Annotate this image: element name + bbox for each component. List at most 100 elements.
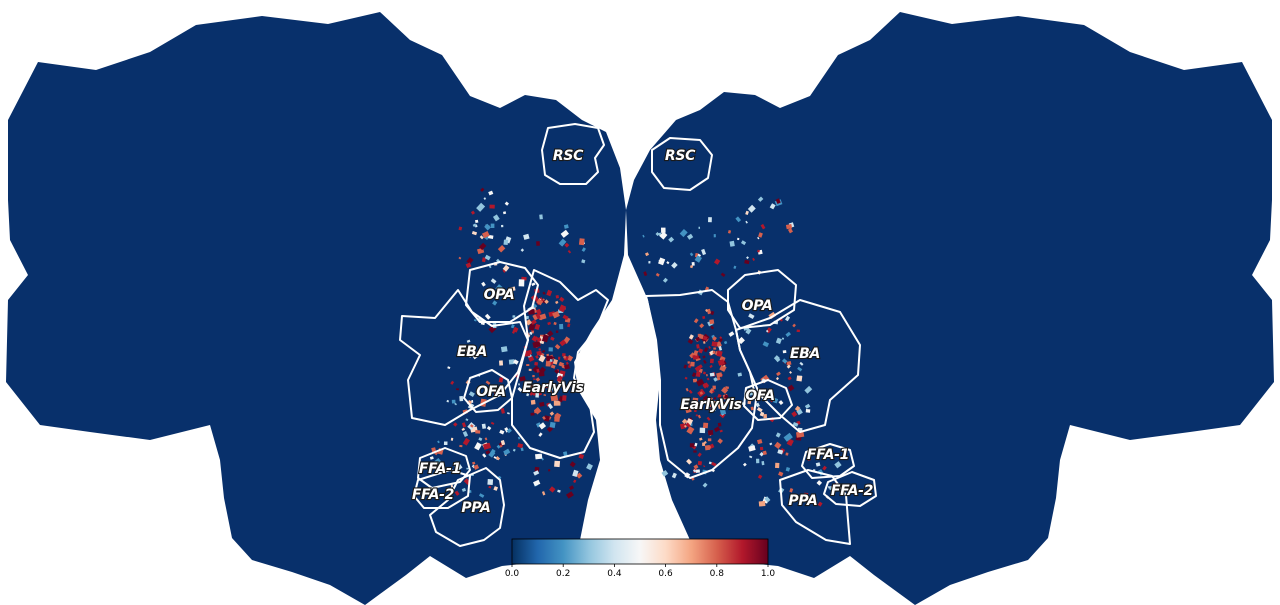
activation-voxel xyxy=(547,321,552,326)
activation-voxel xyxy=(698,348,704,354)
activation-voxel xyxy=(710,310,715,316)
activation-voxel xyxy=(773,355,780,362)
activation-voxel xyxy=(548,347,553,352)
activation-voxel xyxy=(488,190,494,196)
activation-voxel xyxy=(775,432,781,438)
activation-voxel xyxy=(555,294,559,299)
right-activation-voxels xyxy=(642,196,842,507)
activation-voxel xyxy=(757,474,763,479)
activation-voxel xyxy=(466,467,469,470)
activation-voxel xyxy=(712,350,716,354)
activation-voxel xyxy=(581,247,586,252)
activation-voxel xyxy=(534,323,541,331)
activation-voxel xyxy=(769,398,774,403)
activation-voxel xyxy=(518,279,525,287)
activation-voxel xyxy=(721,386,729,394)
activation-voxel xyxy=(538,432,543,437)
activation-voxel xyxy=(532,340,541,349)
activation-voxel xyxy=(532,314,538,321)
activation-voxel xyxy=(528,355,535,362)
activation-voxel xyxy=(817,501,823,507)
activation-voxel xyxy=(528,368,532,371)
activation-voxel xyxy=(535,453,543,460)
activation-voxel xyxy=(482,453,487,458)
colorbar-tick-label: 0.2 xyxy=(556,569,570,579)
activation-voxel xyxy=(552,313,558,319)
activation-voxel xyxy=(447,366,451,370)
activation-voxel xyxy=(701,248,707,256)
activation-voxel xyxy=(483,197,487,200)
activation-voxel xyxy=(718,345,722,351)
activation-voxel xyxy=(564,242,570,248)
activation-voxel xyxy=(532,374,535,378)
activation-voxel xyxy=(685,422,691,428)
activation-voxel xyxy=(698,437,703,441)
activation-voxel xyxy=(538,422,547,430)
activation-voxel xyxy=(558,304,567,313)
activation-voxel xyxy=(681,418,688,425)
activation-voxel xyxy=(453,422,458,427)
activation-voxel xyxy=(787,384,795,392)
activation-voxel xyxy=(525,315,529,320)
activation-voxel xyxy=(713,397,716,400)
activation-voxel xyxy=(756,406,763,413)
left-cortex-surface xyxy=(6,12,626,605)
activation-voxel xyxy=(535,377,541,382)
activation-voxel xyxy=(778,400,784,406)
activation-voxel xyxy=(748,445,756,452)
activation-voxel xyxy=(533,407,542,415)
activation-voxel xyxy=(541,334,549,343)
activation-voxel xyxy=(462,431,469,438)
activation-voxel xyxy=(512,359,519,365)
activation-voxel xyxy=(792,323,796,328)
activation-voxel xyxy=(485,450,491,455)
activation-voxel xyxy=(517,436,521,440)
activation-voxel xyxy=(535,355,539,359)
activation-voxel xyxy=(484,437,488,441)
activation-voxel xyxy=(796,329,800,333)
activation-voxel xyxy=(709,372,715,377)
activation-voxel xyxy=(702,315,706,320)
activation-voxel xyxy=(659,231,668,240)
activation-voxel xyxy=(717,422,722,427)
activation-voxel xyxy=(759,452,764,457)
activation-voxel xyxy=(533,470,540,476)
activation-voxel xyxy=(747,399,752,405)
activation-voxel xyxy=(540,389,543,392)
activation-voxel xyxy=(711,341,718,347)
activation-voxel xyxy=(696,378,705,387)
activation-voxel xyxy=(703,347,709,353)
activation-voxel xyxy=(526,364,530,366)
activation-voxel xyxy=(719,336,723,340)
activation-voxel xyxy=(500,346,508,353)
activation-voxel xyxy=(716,372,723,378)
activation-voxel xyxy=(785,467,791,472)
activation-voxel xyxy=(733,265,737,269)
activation-voxel xyxy=(499,429,505,435)
activation-voxel xyxy=(566,354,574,362)
activation-voxel xyxy=(534,361,539,366)
activation-voxel xyxy=(471,351,480,360)
activation-voxel xyxy=(443,441,448,446)
activation-voxel xyxy=(702,382,709,389)
activation-voxel xyxy=(789,488,794,493)
activation-voxel xyxy=(702,482,708,488)
activation-voxel xyxy=(693,318,699,324)
activation-voxel xyxy=(717,359,725,366)
activation-voxel xyxy=(747,204,756,213)
activation-voxel xyxy=(458,226,463,231)
activation-voxel xyxy=(490,421,495,425)
activation-voxel xyxy=(702,442,706,446)
activation-voxel xyxy=(541,491,546,496)
activation-voxel xyxy=(834,461,842,469)
activation-voxel xyxy=(461,427,466,432)
activation-voxel xyxy=(796,375,803,382)
activation-voxel xyxy=(458,256,462,260)
activation-voxel xyxy=(706,373,708,377)
right-ofa-outline xyxy=(743,379,793,421)
activation-voxel xyxy=(542,291,546,295)
activation-voxel xyxy=(720,272,726,277)
activation-voxel xyxy=(492,214,500,222)
activation-voxel xyxy=(803,492,809,498)
